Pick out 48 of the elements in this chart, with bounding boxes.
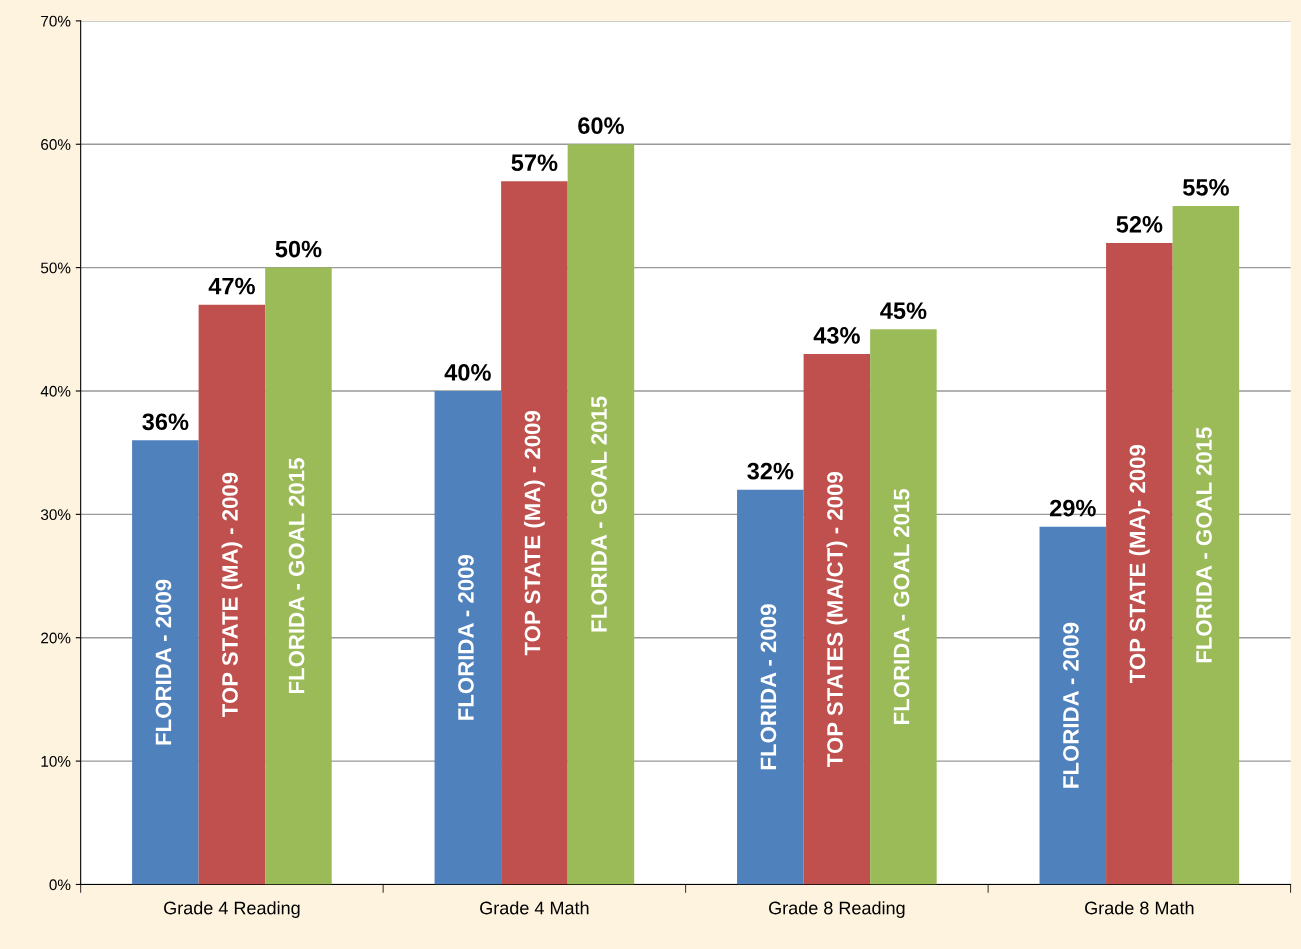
y-tick-label: 40% xyxy=(40,385,71,397)
y-tick-label: 0% xyxy=(49,879,71,891)
y-tick-label: 20% xyxy=(41,632,71,644)
bar xyxy=(132,440,199,885)
y-tick-label: 60% xyxy=(41,139,71,150)
x-tick-label: Grade 4 Math xyxy=(480,901,589,915)
data-label: 52% xyxy=(1116,216,1163,233)
bar xyxy=(434,390,502,885)
data-label: 47% xyxy=(208,277,255,295)
bar xyxy=(265,267,332,885)
data-label: 29% xyxy=(1050,499,1096,517)
text: FLORIDA - 2009 xyxy=(155,579,172,745)
annotation: TOP STATE (MA) - 2009 xyxy=(524,411,545,656)
bar xyxy=(1172,205,1240,885)
text: FLORIDA - GOAL 2015 xyxy=(893,488,910,724)
data-label: 36% xyxy=(142,413,189,431)
bar xyxy=(870,329,937,885)
data-label: 60% xyxy=(578,117,624,135)
text: FLORIDA - GOAL 2015 xyxy=(591,396,607,632)
data-label: 32% xyxy=(747,462,794,480)
x-tick-label: Grade 8 Math xyxy=(1085,901,1194,915)
bar xyxy=(198,304,266,885)
y-tick-label: 70% xyxy=(41,15,71,27)
bar xyxy=(1039,526,1107,885)
text: FLORIDA - 2009 xyxy=(1063,622,1079,788)
y-tick-label: 30% xyxy=(40,509,71,521)
data-label: 50% xyxy=(275,240,322,258)
data-label: 40% xyxy=(444,364,491,381)
bar xyxy=(1106,242,1173,885)
data-label: 55% xyxy=(1183,179,1229,196)
annotation: TOP STATE (MA)- 2009 xyxy=(1128,444,1150,684)
annotation: TOP STATES (MA/CT) - 2009 xyxy=(826,472,848,767)
text: FLORIDA - 2009 xyxy=(760,604,777,770)
text: FLORIDA - GOAL 2015 xyxy=(1196,427,1212,663)
data-label: 45% xyxy=(880,302,927,320)
y-tick-label: 50% xyxy=(40,262,71,274)
series-label: FLORIDA - GOAL 2015 xyxy=(288,458,305,694)
x-tick-label: Grade 8 Reading xyxy=(769,901,905,918)
x-tick-label: Grade 4 Reading xyxy=(164,901,300,918)
bar xyxy=(803,353,871,885)
series-label: FLORIDA - 2009 xyxy=(458,555,474,720)
y-tick-label: 10% xyxy=(41,755,71,767)
bar xyxy=(737,489,804,885)
data-label: 43% xyxy=(813,327,860,344)
bar xyxy=(567,144,635,885)
annotation: TOP STATE (MA) - 2009 xyxy=(221,472,243,717)
data-label: 57% xyxy=(511,154,558,172)
bar xyxy=(501,181,568,885)
